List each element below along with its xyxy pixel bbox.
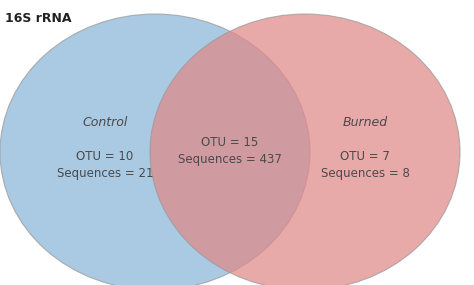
Text: OTU = 10: OTU = 10	[76, 150, 134, 164]
Text: OTU = 7: OTU = 7	[340, 150, 390, 164]
Ellipse shape	[0, 14, 310, 285]
Text: OTU = 15: OTU = 15	[201, 135, 259, 148]
Text: 16S rRNA: 16S rRNA	[5, 12, 72, 25]
Ellipse shape	[150, 14, 460, 285]
Text: Sequences = 437: Sequences = 437	[178, 154, 282, 166]
Text: Control: Control	[82, 115, 128, 129]
Text: Burned: Burned	[342, 115, 388, 129]
Text: Sequences = 21: Sequences = 21	[57, 168, 153, 180]
Text: Sequences = 8: Sequences = 8	[320, 168, 410, 180]
